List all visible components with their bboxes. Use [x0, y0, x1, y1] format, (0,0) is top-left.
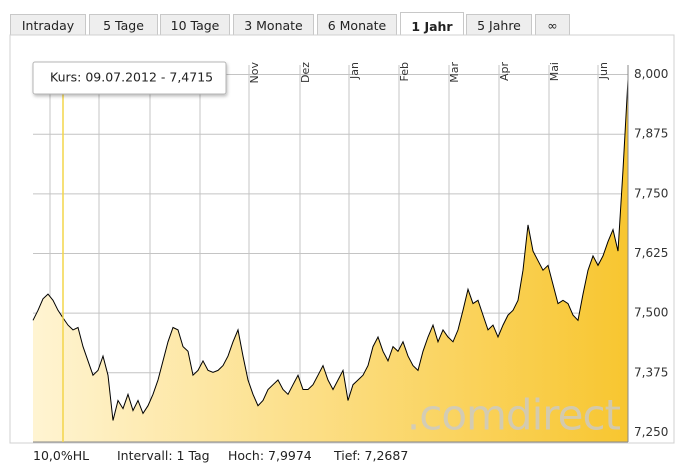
- tab[interactable]: 5 Tage: [89, 14, 158, 35]
- tab[interactable]: Intraday: [10, 14, 86, 35]
- x-tick-label: Mar: [448, 62, 461, 83]
- x-tick-label: Feb: [398, 62, 411, 81]
- tab[interactable]: 6 Monate: [317, 14, 397, 35]
- y-tick-label: 8,000: [634, 67, 668, 81]
- footer-text: 10,0%HL: [33, 448, 90, 463]
- x-tick-label: Jun: [597, 62, 610, 80]
- tooltip-box: [32, 61, 227, 95]
- y-tick-label: 7,375: [634, 365, 668, 379]
- tooltip-text: Kurs: 09.07.2012 - 7,4715: [50, 70, 213, 85]
- tab[interactable]: ∞: [535, 14, 570, 35]
- footer-text: Intervall: 1 Tag: [117, 448, 210, 463]
- x-tick-label: Dez: [299, 62, 312, 83]
- x-tick-label: Nov: [248, 62, 261, 84]
- y-tick-label: 7,875: [634, 127, 668, 141]
- tab[interactable]: 3 Monate: [233, 14, 314, 35]
- x-tick-label: Apr: [498, 62, 511, 82]
- y-tick-label: 7,250: [634, 425, 668, 439]
- watermark: .comdirect: [407, 391, 621, 440]
- footer-text: Hoch: 7,9974: [228, 448, 312, 463]
- tab[interactable]: 1 Jahr: [400, 12, 464, 37]
- tab[interactable]: 10 Tage: [160, 14, 230, 35]
- footer-text: Tief: 7,2687: [334, 448, 409, 463]
- area: [33, 79, 628, 443]
- tab[interactable]: 5 Jahre: [466, 14, 532, 35]
- line: [32, 79, 629, 421]
- y-tick-label: 7,750: [634, 186, 668, 200]
- y-tick-label: 7,625: [634, 246, 668, 260]
- x-tick-label: Jan: [348, 62, 361, 80]
- y-tick-label: 7,500: [634, 306, 668, 320]
- x-tick-label: Mai: [548, 62, 561, 81]
